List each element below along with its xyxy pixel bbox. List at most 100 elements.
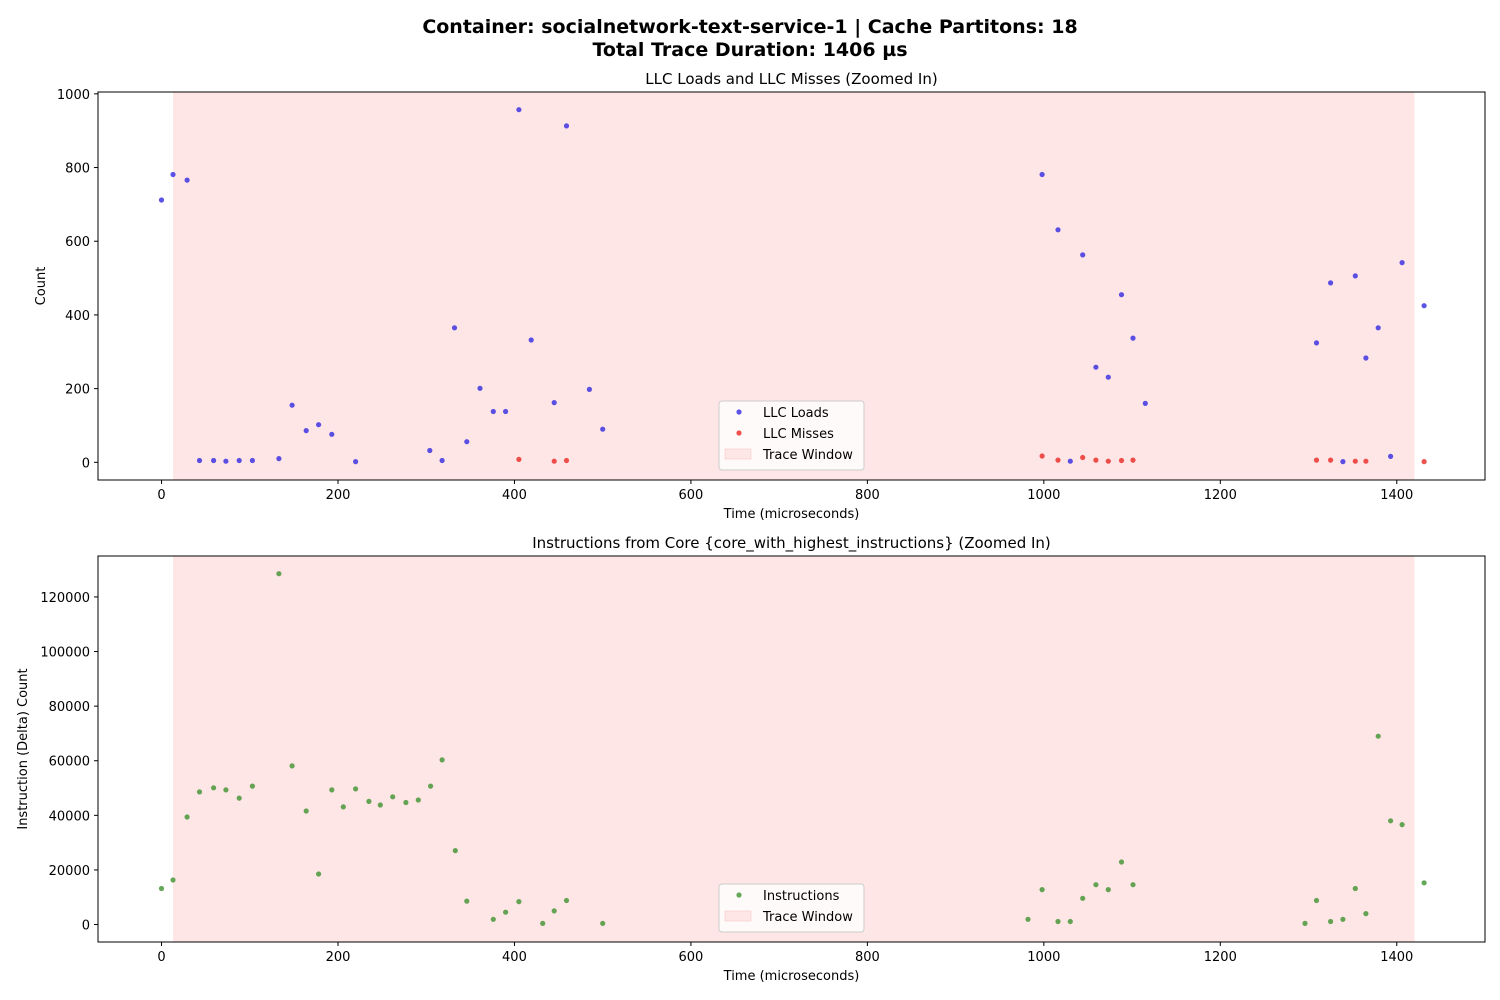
instructions-point bbox=[223, 787, 229, 793]
instructions-point bbox=[563, 897, 570, 904]
instructions-y-tick-label: 40000 bbox=[49, 809, 90, 824]
instructions-point bbox=[170, 877, 176, 883]
instructions-trace-window bbox=[172, 556, 1415, 942]
instructions-point bbox=[1399, 822, 1405, 828]
llc-point bbox=[464, 439, 470, 445]
llc-point bbox=[1067, 458, 1073, 464]
llc-plot-frame bbox=[97, 91, 1486, 481]
instructions-point bbox=[249, 783, 255, 789]
instructions-legend-label: Instructions bbox=[763, 889, 840, 904]
llc-point bbox=[1328, 457, 1334, 463]
llc-legend-loads-label: LLC Loads bbox=[763, 406, 829, 421]
llc-point bbox=[1421, 459, 1427, 465]
llc-x-axis-label: Time (microseconds) bbox=[723, 507, 860, 522]
instructions-point bbox=[329, 787, 335, 793]
llc-point bbox=[551, 400, 557, 406]
instructions-y-tick-label: 80000 bbox=[49, 700, 90, 715]
llc-point bbox=[196, 457, 203, 464]
llc-x-tick-label: 1200 bbox=[1204, 488, 1237, 503]
llc-point bbox=[223, 458, 229, 464]
llc-point bbox=[1313, 340, 1320, 346]
llc-point bbox=[1313, 457, 1320, 463]
instructions-point bbox=[490, 916, 496, 922]
instructions-point bbox=[1080, 895, 1086, 901]
llc-point bbox=[1105, 458, 1111, 464]
instructions-legend-trace-window-label: Trace Window bbox=[762, 910, 853, 925]
instructions-point bbox=[1328, 918, 1334, 925]
llc-point bbox=[490, 408, 496, 415]
llc-x-tick-label: 1400 bbox=[1380, 488, 1413, 503]
instructions-point bbox=[1130, 882, 1136, 888]
instructions-point bbox=[403, 799, 409, 806]
instructions-point bbox=[158, 885, 165, 892]
instructions-point bbox=[1421, 880, 1427, 886]
llc-point bbox=[170, 171, 176, 178]
llc-point bbox=[503, 408, 509, 415]
llc-point bbox=[1055, 457, 1061, 463]
instructions-x-axis-label: Time (microseconds) bbox=[723, 969, 860, 984]
llc-point bbox=[1039, 171, 1045, 178]
llc-x-tick-label: 1000 bbox=[1027, 488, 1060, 503]
llc-legend-trace-window-label: Trace Window bbox=[762, 448, 853, 463]
llc-x-tick-label: 0 bbox=[157, 488, 165, 503]
instructions-point bbox=[464, 898, 470, 904]
llc-point bbox=[211, 457, 217, 464]
llc-point bbox=[1080, 454, 1086, 461]
instructions-point bbox=[428, 783, 434, 789]
instructions-point bbox=[1025, 916, 1031, 922]
instructions-point bbox=[276, 571, 282, 577]
instructions-point bbox=[289, 763, 295, 769]
llc-point bbox=[289, 402, 295, 408]
instructions-point bbox=[1352, 885, 1358, 892]
llc-point bbox=[1388, 453, 1394, 459]
instructions-x-tick-label: 1400 bbox=[1380, 950, 1413, 965]
instructions-point bbox=[196, 789, 203, 795]
llc-y-tick-label: 800 bbox=[65, 162, 90, 177]
llc-point bbox=[1130, 457, 1136, 463]
instructions-point bbox=[1118, 859, 1125, 865]
instructions-point bbox=[1363, 911, 1369, 917]
instructions-point bbox=[316, 871, 322, 877]
instructions-y-axis-label: Instruction (Delta) Count bbox=[16, 668, 31, 829]
llc-legend-misses-label: LLC Misses bbox=[763, 427, 834, 442]
instructions-point bbox=[415, 797, 421, 803]
instructions-point bbox=[236, 795, 242, 801]
llc-x-tick-label: 200 bbox=[326, 488, 351, 503]
instructions-point bbox=[551, 908, 557, 914]
llc-y-tick-label: 0 bbox=[82, 456, 90, 471]
llc-point bbox=[477, 385, 483, 391]
llc-point bbox=[1055, 227, 1061, 233]
llc-point bbox=[1118, 292, 1125, 298]
instructions-x-tick-label: 400 bbox=[502, 950, 527, 965]
llc-point bbox=[1080, 252, 1086, 258]
instructions-x-tick-label: 800 bbox=[855, 950, 880, 965]
llc-point bbox=[1093, 364, 1099, 370]
llc-point bbox=[1142, 400, 1148, 406]
llc-point bbox=[1118, 457, 1125, 464]
llc-y-tick-label: 200 bbox=[65, 383, 90, 398]
llc-point bbox=[1352, 273, 1358, 279]
llc-point bbox=[1039, 453, 1045, 459]
llc-point bbox=[1352, 458, 1358, 464]
llc-legend-loads-marker bbox=[736, 409, 742, 415]
instructions-x-tick-label: 1200 bbox=[1204, 950, 1237, 965]
instructions-x-tick-label: 1000 bbox=[1027, 950, 1060, 965]
instructions-point bbox=[1039, 887, 1045, 893]
instructions-y-tick-label: 20000 bbox=[49, 864, 90, 879]
llc-panel: LLC Loads and LLC Misses (Zoomed In) Tim… bbox=[34, 70, 1486, 522]
llc-point bbox=[600, 426, 606, 432]
llc-x-tick-label: 600 bbox=[679, 488, 704, 503]
instructions-point bbox=[540, 920, 546, 927]
llc-point bbox=[316, 422, 322, 428]
instructions-point bbox=[1375, 733, 1381, 739]
instructions-point bbox=[1313, 897, 1320, 904]
instructions-point bbox=[377, 802, 383, 808]
instructions-y-tick-label: 0 bbox=[82, 919, 90, 934]
llc-point bbox=[1363, 458, 1369, 464]
llc-point bbox=[451, 325, 458, 331]
llc-point bbox=[1340, 459, 1346, 465]
llc-point bbox=[1093, 457, 1099, 463]
llc-point bbox=[516, 107, 522, 113]
instructions-plot-title: Instructions from Core {core_with_highes… bbox=[532, 534, 1051, 553]
